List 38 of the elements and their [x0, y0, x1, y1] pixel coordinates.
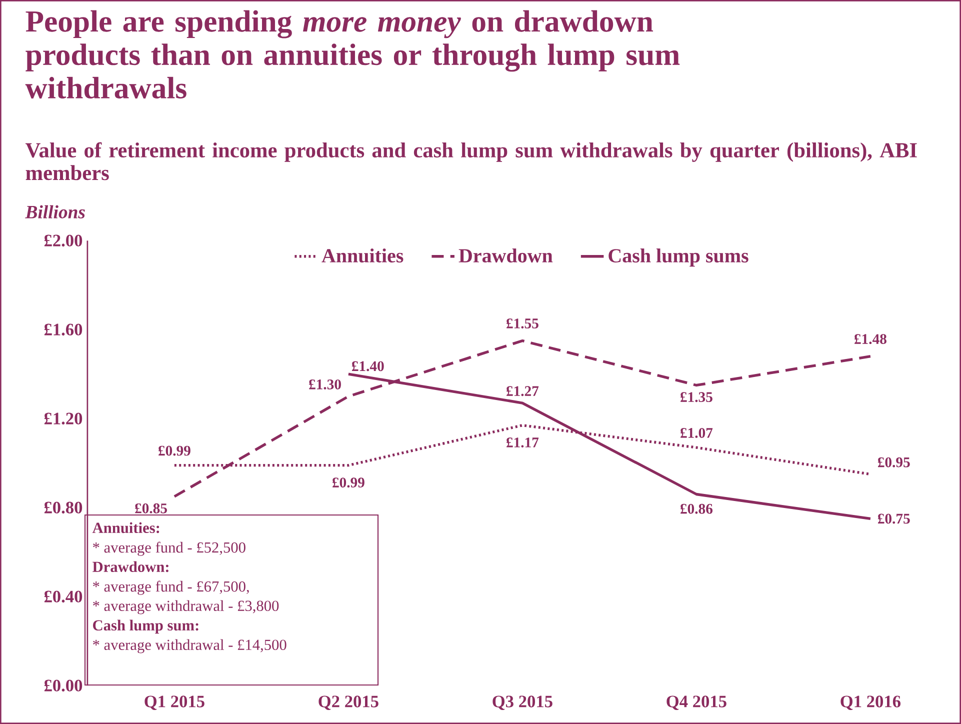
annotation: * average fund - £67,500,	[93, 580, 249, 595]
y-tick-label: £0.80	[44, 502, 82, 514]
x-tick-label: Q3 2015	[492, 696, 552, 710]
data-label: £0.99	[158, 446, 190, 456]
data-label: £0.85	[135, 503, 167, 514]
data-label: £1.35	[680, 392, 712, 402]
annotation: * average withdrawal - £3,800	[93, 600, 279, 614]
data-label: £1.30	[309, 379, 341, 390]
annotation: Drawdown:	[92, 561, 168, 572]
y-tick-label: £1.20	[44, 412, 82, 424]
annotation: Annuities:	[92, 522, 160, 534]
y-tick-label: £0.40	[44, 590, 82, 602]
legend-label: Cash lump sums	[608, 248, 748, 267]
y-tick-label: £1.60	[44, 324, 82, 336]
legend-label: Annuities	[322, 248, 404, 263]
data-label: £0.99	[332, 478, 364, 488]
x-tick-label: Q2 2015	[318, 696, 378, 710]
annotation: Cash lump sum:	[93, 620, 198, 634]
x-tick-label: Q1 2015	[144, 696, 204, 710]
annotation: * average fund - £52,500	[93, 542, 246, 556]
data-label: £1.48	[854, 334, 886, 344]
chart-subtitle: Value of retirement income products and cash lump sum withdrawals by quarter (billions), ABI members	[26, 142, 917, 180]
data-label: £0.86	[680, 504, 712, 514]
data-label: £1.27	[506, 386, 539, 396]
y-tick-label: £0.00	[44, 680, 82, 692]
data-label: £1.07	[680, 428, 713, 438]
data-label: £1.55	[506, 318, 538, 328]
y-axis-title: Billions	[25, 205, 85, 218]
legend-label: Drawdown	[458, 248, 553, 262]
x-tick-label: Q4 2015	[666, 696, 726, 710]
data-label: £0.75	[878, 514, 910, 524]
annotation: * average withdrawal - £14,500	[93, 639, 286, 654]
data-label: £1.40	[352, 361, 384, 372]
y-tick-label: £2.00	[44, 234, 82, 246]
data-label: £0.95	[878, 457, 910, 468]
chart-title: People are spending more money on drawdown products than on annuities or through lump sum withdrawals	[25, 10, 680, 98]
x-tick-label: Q1 2016	[840, 696, 900, 710]
data-label: £1.17	[506, 438, 539, 448]
